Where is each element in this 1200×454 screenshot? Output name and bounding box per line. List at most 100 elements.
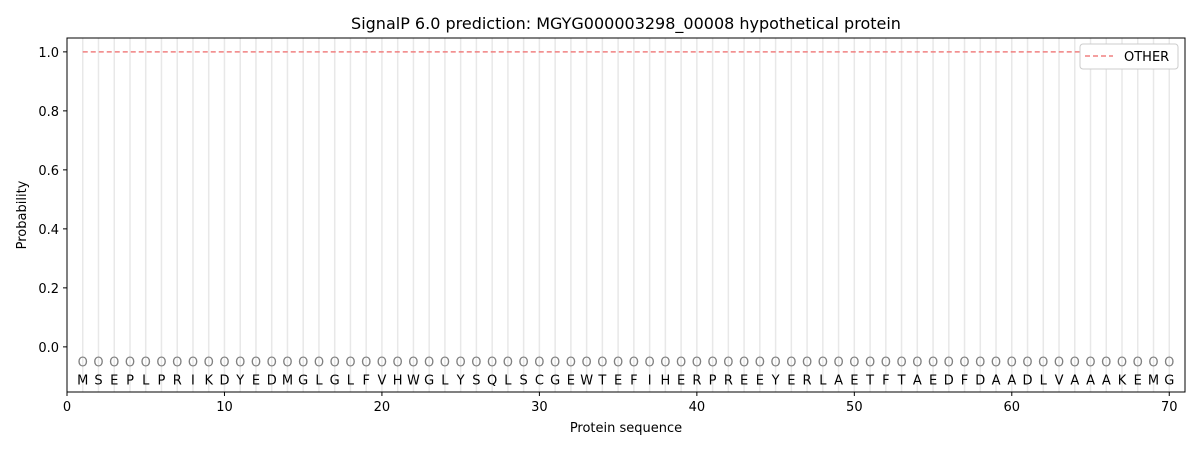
residue-letter: I	[191, 373, 195, 388]
residue-letter: E	[850, 373, 858, 388]
x-tick-label: 0	[63, 400, 71, 415]
prediction-label: O	[849, 356, 859, 371]
prediction-label: O	[818, 356, 828, 371]
residue-letter: Q	[487, 373, 497, 388]
plot-frame	[66, 37, 1186, 393]
prediction-label: O	[865, 356, 875, 371]
residue-letter: D	[944, 373, 954, 388]
prediction-label: O	[1007, 356, 1017, 371]
x-tick-label: 20	[374, 400, 391, 415]
prediction-label: O	[928, 356, 938, 371]
residue-letter: Y	[456, 373, 465, 388]
residue-letter: L	[1040, 373, 1048, 388]
residue-letter: E	[787, 373, 795, 388]
y-axis-label: Probability	[15, 180, 30, 249]
residue-letter: L	[315, 373, 323, 388]
residue-layer: OMOSOEOPOLOPOROIOKODOYOEODOMOGOLOGOLOFOV…	[77, 356, 1174, 389]
residue-letter: R	[173, 373, 182, 388]
x-tick-label: 60	[1004, 400, 1021, 415]
residue-letter: T	[865, 373, 874, 388]
x-axis-label: Protein sequence	[570, 421, 682, 436]
residue-letter: G	[424, 373, 434, 388]
prediction-label: O	[723, 356, 733, 371]
prediction-label: O	[1070, 356, 1080, 371]
y-axis: 0.0 0.2 0.4 0.6 0.8 1.0	[38, 46, 67, 356]
residue-letter: L	[441, 373, 449, 388]
residue-letter: F	[630, 373, 637, 388]
prediction-label: O	[519, 356, 529, 371]
prediction-label: O	[802, 356, 812, 371]
prediction-label: O	[1085, 356, 1095, 371]
residue-letter: E	[677, 373, 685, 388]
prediction-label: O	[676, 356, 686, 371]
residue-letter: M	[1148, 373, 1159, 388]
prediction-label: O	[755, 356, 765, 371]
prediction-label: O	[597, 356, 607, 371]
residue-letter: A	[992, 373, 1001, 388]
prediction-label: O	[1164, 356, 1174, 371]
prediction-label: O	[141, 356, 151, 371]
prediction-label: O	[298, 356, 308, 371]
y-tick-label: 0.0	[38, 341, 59, 356]
x-tick-label: 70	[1161, 400, 1178, 415]
residue-letter: E	[756, 373, 764, 388]
legend-label-other: OTHER	[1124, 50, 1169, 65]
residue-letter: P	[709, 373, 717, 388]
residue-letter: E	[252, 373, 260, 388]
prediction-label: O	[408, 356, 418, 371]
residue-letter: E	[614, 373, 622, 388]
legend: OTHER	[1079, 43, 1179, 70]
residue-letter: H	[660, 373, 670, 388]
x-tick-label: 10	[216, 400, 233, 415]
prediction-label: O	[1117, 356, 1127, 371]
prediction-label: O	[1038, 356, 1048, 371]
x-tick-label: 40	[689, 400, 706, 415]
chart-title: SignalP 6.0 prediction: MGYG000003298_00…	[351, 14, 901, 34]
prediction-label: O	[566, 356, 576, 371]
prediction-label: O	[770, 356, 780, 371]
residue-letter: D	[219, 373, 229, 388]
prediction-label: O	[786, 356, 796, 371]
residue-letter: L	[347, 373, 355, 388]
residue-letter: G	[330, 373, 340, 388]
prediction-label: O	[613, 356, 623, 371]
prediction-label: O	[881, 356, 891, 371]
prediction-label: O	[78, 356, 88, 371]
residue-letter: A	[1007, 373, 1016, 388]
residue-letter: M	[282, 373, 293, 388]
prediction-label: O	[471, 356, 481, 371]
legend-box	[1079, 43, 1179, 70]
residue-letter: S	[472, 373, 480, 388]
residue-letter: A	[913, 373, 922, 388]
prediction-label: O	[109, 356, 119, 371]
prediction-label: O	[361, 356, 371, 371]
prediction-label: O	[377, 356, 387, 371]
prediction-label: O	[1133, 356, 1143, 371]
prediction-label: O	[991, 356, 1001, 371]
residue-letter: Y	[235, 373, 244, 388]
y-tick-label: 0.2	[38, 282, 59, 297]
prediction-label: O	[345, 356, 355, 371]
residue-letter: M	[77, 373, 88, 388]
prediction-label: O	[1022, 356, 1032, 371]
residue-letter: A	[1070, 373, 1079, 388]
residue-letter: A	[1086, 373, 1095, 388]
residue-letter: E	[110, 373, 118, 388]
prediction-label: O	[944, 356, 954, 371]
prediction-label: O	[629, 356, 639, 371]
residue-letter: T	[897, 373, 906, 388]
residue-letter: D	[1023, 373, 1033, 388]
residue-letter: A	[834, 373, 843, 388]
residue-letter: E	[567, 373, 575, 388]
residue-letter: V	[377, 373, 386, 388]
residue-letter: S	[94, 373, 102, 388]
prediction-label: O	[93, 356, 103, 371]
residue-letter: R	[692, 373, 701, 388]
prediction-label: O	[424, 356, 434, 371]
prediction-label: O	[456, 356, 466, 371]
prediction-label: O	[582, 356, 592, 371]
x-tick-label: 30	[531, 400, 548, 415]
residue-letter: H	[393, 373, 403, 388]
prediction-label: O	[692, 356, 702, 371]
residue-letter: K	[204, 373, 213, 388]
